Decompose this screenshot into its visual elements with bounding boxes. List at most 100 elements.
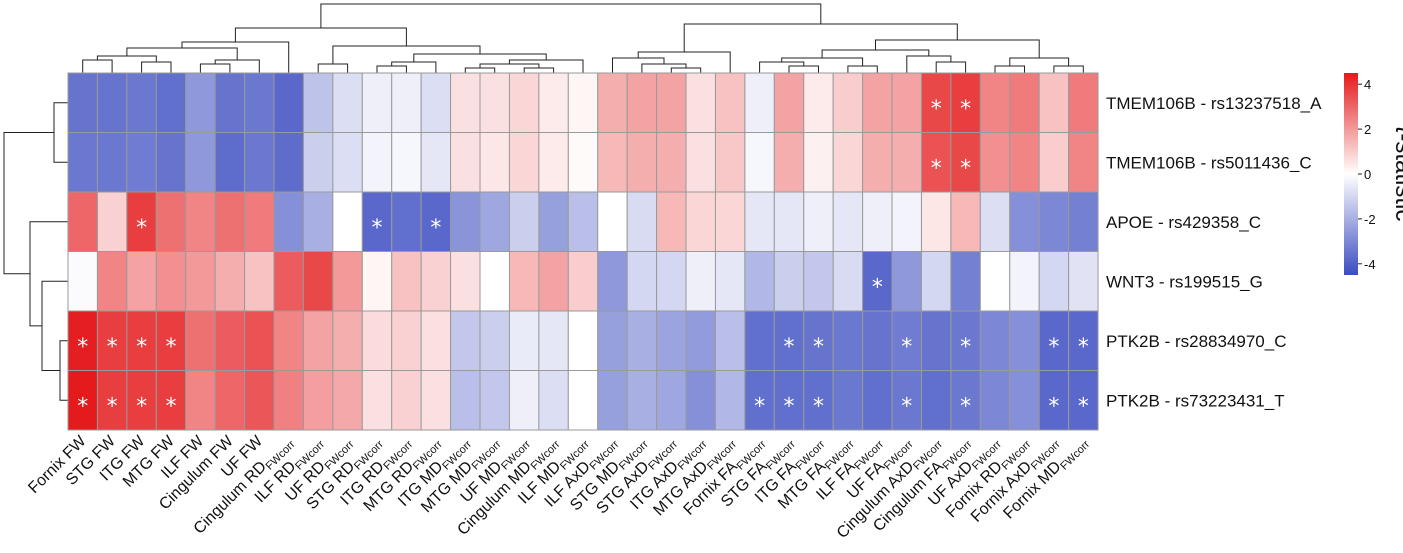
dendrogram-link [464, 67, 496, 73]
dendrogram-link [637, 51, 731, 73]
significance-star: * [166, 335, 177, 360]
heatmap-cell [832, 132, 864, 193]
heatmap-cell [244, 310, 275, 371]
heatmap-cell [214, 191, 246, 252]
heatmap-cell [302, 191, 334, 252]
heatmap-cell [950, 310, 981, 371]
significance-star: * [1078, 335, 1089, 360]
heatmap-cell [1038, 72, 1070, 133]
significance-markers: * * * * * * * * * * * * * * * * * * * * * * * * * * * * * [77, 97, 1089, 420]
dendrogram-link [759, 61, 805, 73]
heatmap-cell [744, 72, 775, 133]
heatmap-cell [450, 72, 481, 133]
heatmap-cell [155, 370, 187, 431]
dendrogram-link [82, 59, 113, 73]
heatmap-cell [96, 191, 128, 252]
heatmap-cell [538, 132, 569, 193]
dendrogram-link [41, 280, 68, 371]
dendrogram-link [181, 41, 290, 73]
heatmap-cell [656, 132, 687, 193]
heatmap-cell [479, 72, 510, 133]
row-label: WNT3 - rs199515_G [1106, 272, 1263, 291]
heatmap-cell [803, 251, 834, 312]
dendrogram-link [413, 53, 547, 62]
heatmap-cell [508, 251, 540, 312]
heatmap-cell [891, 310, 922, 371]
heatmap-cell [126, 370, 157, 431]
heatmap-cell [479, 191, 510, 252]
heatmap-cell [773, 370, 805, 431]
heatmap-cell [244, 72, 275, 133]
heatmap-cell [597, 191, 628, 252]
heatmap-cell [714, 251, 746, 312]
significance-star: * [872, 275, 883, 300]
heatmap-cell [450, 370, 481, 431]
row-label: PTK2B - rs28834970_C [1106, 332, 1287, 351]
heatmap-cell [67, 251, 98, 312]
heatmap-cell [155, 72, 187, 133]
heatmap-cell [832, 370, 864, 431]
significance-star: * [77, 394, 88, 419]
heatmap-cell [332, 72, 363, 133]
heatmap-cell [420, 370, 452, 431]
heatmap-cell [656, 310, 687, 371]
heatmap-cell [214, 72, 246, 133]
dendrogram-link [788, 65, 819, 73]
heatmap-cell [361, 251, 393, 312]
heatmap-cell [891, 251, 922, 312]
heatmap-cell [950, 72, 981, 133]
significance-star: * [430, 216, 441, 241]
heatmap-cell [391, 370, 422, 431]
heatmap-cell [626, 191, 658, 252]
heatmap-cell [214, 132, 246, 193]
heatmap-cell [508, 132, 540, 193]
dendrogram-link [1009, 57, 1070, 66]
heatmap-cell [185, 191, 216, 252]
colorbar-tick-label: 4 [1364, 77, 1371, 92]
heatmap-cell [567, 72, 599, 133]
heatmap-cell [508, 310, 540, 371]
heatmap-cell [803, 132, 834, 193]
heatmap-cell [361, 310, 393, 371]
heatmap-cell [332, 191, 363, 252]
heatmap-cell [391, 310, 422, 371]
heatmap-cell [96, 251, 128, 312]
heatmap-cell [1068, 132, 1099, 193]
significance-star: * [107, 335, 118, 360]
heatmap-cell [567, 370, 599, 431]
heatmap-cell [244, 191, 275, 252]
heatmap-cell [244, 251, 275, 312]
heatmap-cell [744, 251, 775, 312]
row-label: TMEM106B - rs13237518_A [1106, 94, 1322, 113]
heatmap-cell [420, 132, 452, 193]
heatmap-cell [155, 251, 187, 312]
heatmap-cell [920, 191, 952, 252]
heatmap-cell [391, 132, 422, 193]
heatmap-cell [714, 72, 746, 133]
significance-star: * [901, 394, 912, 419]
heatmap-cell [538, 370, 569, 431]
heatmap-cell [920, 370, 952, 431]
heatmap-cell [773, 310, 805, 371]
row-labels: TMEM106B - rs13237518_A TMEM106B - rs5011… [1106, 94, 1322, 410]
dendrogram-link [875, 39, 1040, 58]
heatmap-cell [685, 370, 716, 431]
heatmap-cell [1038, 251, 1070, 312]
heatmap-cell [67, 310, 98, 371]
heatmap-cell [155, 191, 187, 252]
dendrogram-link [683, 23, 958, 52]
significance-star: * [960, 335, 971, 360]
significance-star: * [813, 335, 824, 360]
heatmap-cell [773, 72, 805, 133]
heatmap-cell [96, 310, 128, 371]
heatmap-cell [597, 370, 628, 431]
heatmap-cell [332, 310, 363, 371]
heatmap-cell [685, 251, 716, 312]
heatmap-cell [979, 370, 1011, 431]
heatmap-cell [479, 310, 510, 371]
dendrogram-link [523, 67, 555, 73]
significance-star: * [1078, 394, 1089, 419]
heatmap-cell [803, 370, 834, 431]
row-label: TMEM106B - rs5011436_C [1106, 153, 1312, 172]
